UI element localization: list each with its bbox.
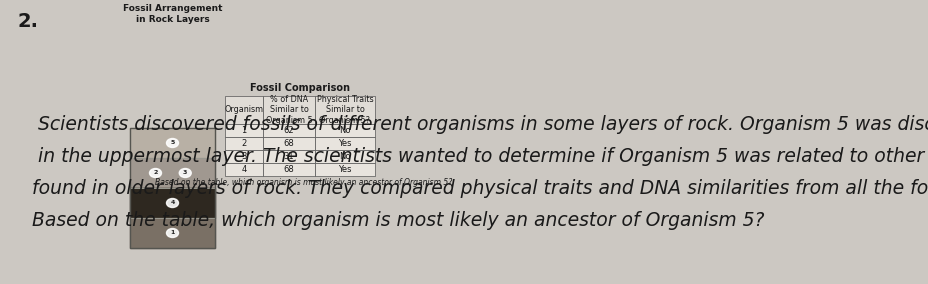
Text: 2: 2 [153, 170, 158, 176]
Ellipse shape [166, 139, 178, 147]
Bar [130, 128, 214, 158]
Text: Scientists discovered fossils of different organisms in some layers of rock. Org: Scientists discovered fossils of differe… [20, 115, 928, 134]
Ellipse shape [149, 168, 161, 178]
Text: Yes: Yes [338, 165, 352, 174]
Text: 3: 3 [241, 152, 247, 161]
Text: 68: 68 [283, 165, 294, 174]
Bar [263, 163, 315, 176]
Ellipse shape [166, 199, 178, 208]
Text: 62: 62 [283, 126, 294, 135]
Bar [225, 137, 263, 150]
Text: Physical Traits
Similar to
Organism 5?: Physical Traits Similar to Organism 5? [316, 95, 373, 125]
Text: 31: 31 [283, 152, 294, 161]
Text: 1: 1 [170, 231, 174, 235]
Bar [225, 96, 263, 124]
Bar [263, 137, 315, 150]
Text: No: No [339, 126, 351, 135]
Text: % of DNA
Similar to
Organism 5: % of DNA Similar to Organism 5 [265, 95, 312, 125]
Text: 2: 2 [241, 139, 246, 148]
Bar [130, 218, 214, 248]
Text: Organism: Organism [225, 105, 264, 114]
Text: 1: 1 [241, 126, 246, 135]
Bar [263, 96, 315, 124]
Text: No: No [339, 152, 351, 161]
Text: 3: 3 [183, 170, 187, 176]
Text: 4: 4 [241, 165, 246, 174]
Bar [225, 150, 263, 163]
Text: Based on the table, which organism is most likely an ancestor of Organism 5?: Based on the table, which organism is mo… [155, 178, 452, 187]
Bar [130, 128, 214, 248]
Bar [315, 96, 375, 124]
Ellipse shape [179, 168, 191, 178]
Ellipse shape [166, 229, 178, 237]
Text: 68: 68 [283, 139, 294, 148]
Bar [315, 163, 375, 176]
Text: found in older layers of rock. They compared physical traits and DNA similaritie: found in older layers of rock. They comp… [20, 179, 928, 198]
Bar [315, 137, 375, 150]
Bar [263, 150, 315, 163]
Text: 5: 5 [170, 141, 174, 145]
Bar [263, 124, 315, 137]
Text: Based on the table, which organism is most likely an ancestor of Organism 5?: Based on the table, which organism is mo… [20, 211, 764, 230]
Bar [130, 188, 214, 218]
Text: in the uppermost layer. The scientists wanted to determine if Organism 5 was rel: in the uppermost layer. The scientists w… [20, 147, 928, 166]
Bar [315, 150, 375, 163]
Bar [315, 124, 375, 137]
Text: 4: 4 [170, 201, 174, 206]
Bar [225, 124, 263, 137]
Bar [225, 163, 263, 176]
Text: Fossil Comparison: Fossil Comparison [250, 83, 350, 93]
Bar [130, 158, 214, 188]
Text: 2.: 2. [18, 12, 39, 31]
Text: Yes: Yes [338, 139, 352, 148]
Text: Fossil Arrangement
in Rock Layers: Fossil Arrangement in Rock Layers [122, 4, 222, 24]
